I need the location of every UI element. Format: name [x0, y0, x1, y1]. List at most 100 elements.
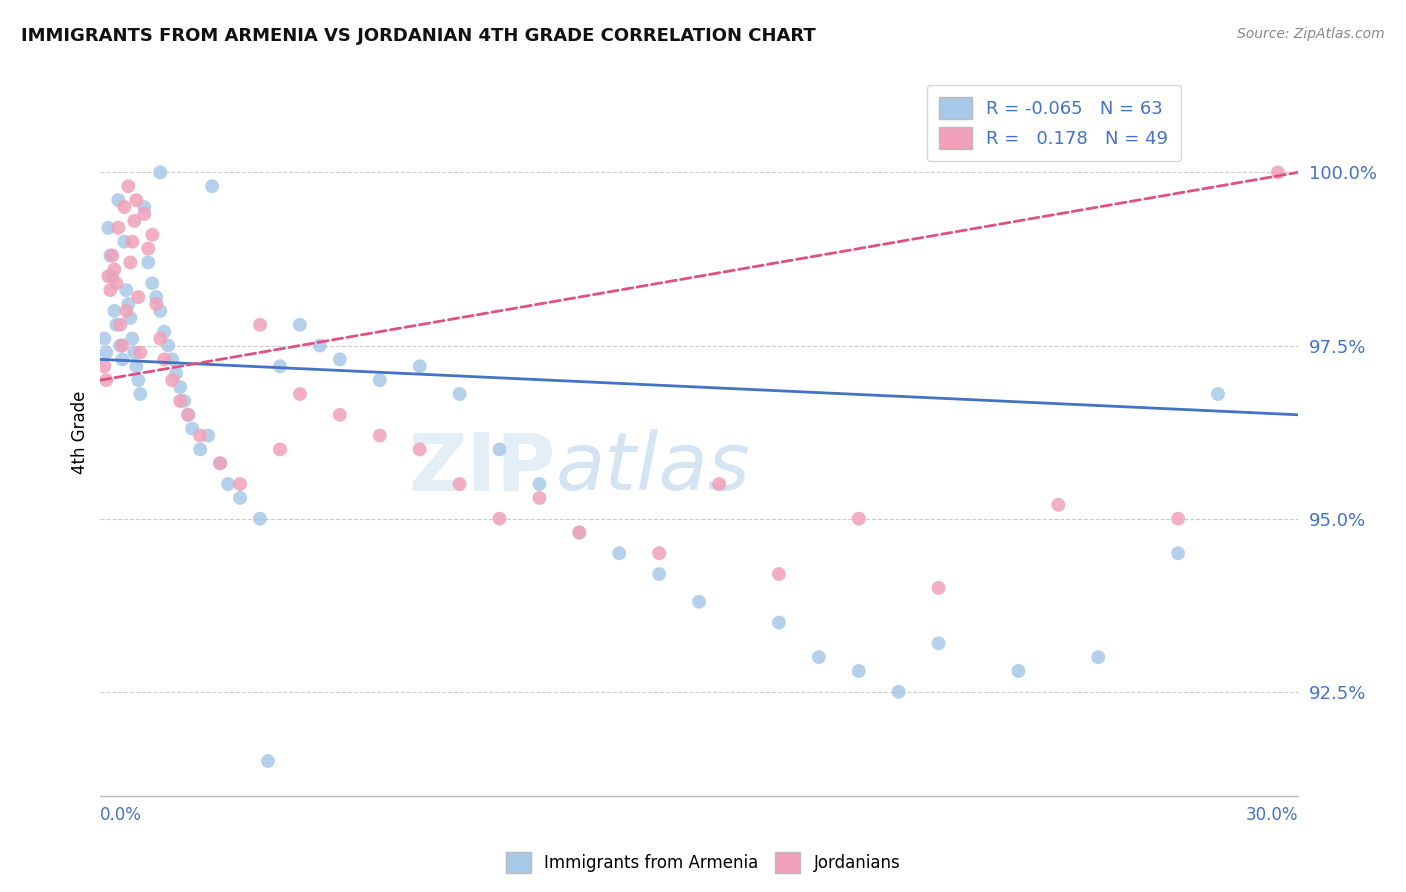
Point [111, 352, 134, 367]
Point [209, 456, 232, 470]
Point [229, 477, 252, 491]
Point [124, 214, 146, 228]
Point [157, 338, 180, 352]
Point [229, 491, 252, 505]
Point [1267, 165, 1289, 179]
Point [129, 387, 152, 401]
Point [145, 290, 167, 304]
Y-axis label: 4th Grade: 4th Grade [72, 391, 89, 474]
Point [127, 373, 149, 387]
Point [768, 567, 790, 582]
Point [101, 248, 124, 262]
Point [149, 304, 172, 318]
Point [1007, 664, 1029, 678]
Point [149, 165, 172, 179]
Point [188, 428, 211, 442]
Point [160, 352, 183, 367]
Point [141, 227, 163, 242]
Point [149, 332, 172, 346]
Text: Source: ZipAtlas.com: Source: ZipAtlas.com [1237, 27, 1385, 41]
Point [309, 338, 332, 352]
Point [928, 636, 950, 650]
Point [449, 477, 471, 491]
Point [408, 359, 430, 374]
Point [117, 297, 139, 311]
Point [112, 200, 135, 214]
Point [107, 220, 129, 235]
Point [107, 193, 129, 207]
Point [288, 387, 311, 401]
Point [117, 179, 139, 194]
Point [127, 290, 149, 304]
Point [568, 525, 591, 540]
Legend: R = -0.065   N = 63, R =   0.178   N = 49: R = -0.065 N = 63, R = 0.178 N = 49 [927, 85, 1181, 161]
Point [110, 318, 132, 332]
Point [607, 546, 630, 560]
Point [807, 650, 830, 665]
Point [134, 207, 156, 221]
Point [568, 525, 591, 540]
Point [188, 442, 211, 457]
Point [93, 359, 115, 374]
Point [173, 393, 195, 408]
Point [105, 318, 128, 332]
Point [103, 262, 125, 277]
Point [368, 373, 391, 387]
Point [269, 359, 291, 374]
Point [136, 255, 159, 269]
Point [160, 373, 183, 387]
Point [101, 269, 124, 284]
Point [125, 359, 148, 374]
Point [165, 366, 187, 380]
Point [103, 304, 125, 318]
Point [105, 276, 128, 290]
Point [1087, 650, 1109, 665]
Point [141, 276, 163, 290]
Point [1206, 387, 1229, 401]
Point [449, 387, 471, 401]
Point [177, 408, 200, 422]
Point [488, 442, 510, 457]
Point [98, 248, 121, 262]
Point [408, 442, 430, 457]
Point [177, 408, 200, 422]
Point [197, 428, 219, 442]
Text: atlas: atlas [555, 429, 751, 508]
Point [125, 193, 148, 207]
Point [129, 345, 152, 359]
Text: 0.0%: 0.0% [100, 806, 142, 824]
Point [145, 297, 167, 311]
Point [848, 664, 870, 678]
Point [124, 345, 146, 359]
Point [169, 380, 191, 394]
Point [269, 442, 291, 457]
Point [209, 456, 232, 470]
Point [96, 373, 118, 387]
Text: 30.0%: 30.0% [1246, 806, 1298, 824]
Point [529, 491, 551, 505]
Point [120, 310, 142, 325]
Legend: Immigrants from Armenia, Jordanians: Immigrants from Armenia, Jordanians [499, 846, 907, 880]
Point [134, 200, 156, 214]
Point [1047, 498, 1070, 512]
Point [112, 235, 135, 249]
Point [96, 345, 118, 359]
Point [1167, 546, 1189, 560]
Point [368, 428, 391, 442]
Point [768, 615, 790, 630]
Point [93, 332, 115, 346]
Point [488, 511, 510, 525]
Text: ZIP: ZIP [408, 429, 555, 508]
Point [288, 318, 311, 332]
Point [648, 567, 671, 582]
Point [928, 581, 950, 595]
Point [136, 242, 159, 256]
Point [249, 511, 271, 525]
Point [201, 179, 224, 194]
Point [329, 408, 352, 422]
Point [1167, 511, 1189, 525]
Point [688, 595, 710, 609]
Point [97, 220, 120, 235]
Point [181, 422, 204, 436]
Point [217, 477, 239, 491]
